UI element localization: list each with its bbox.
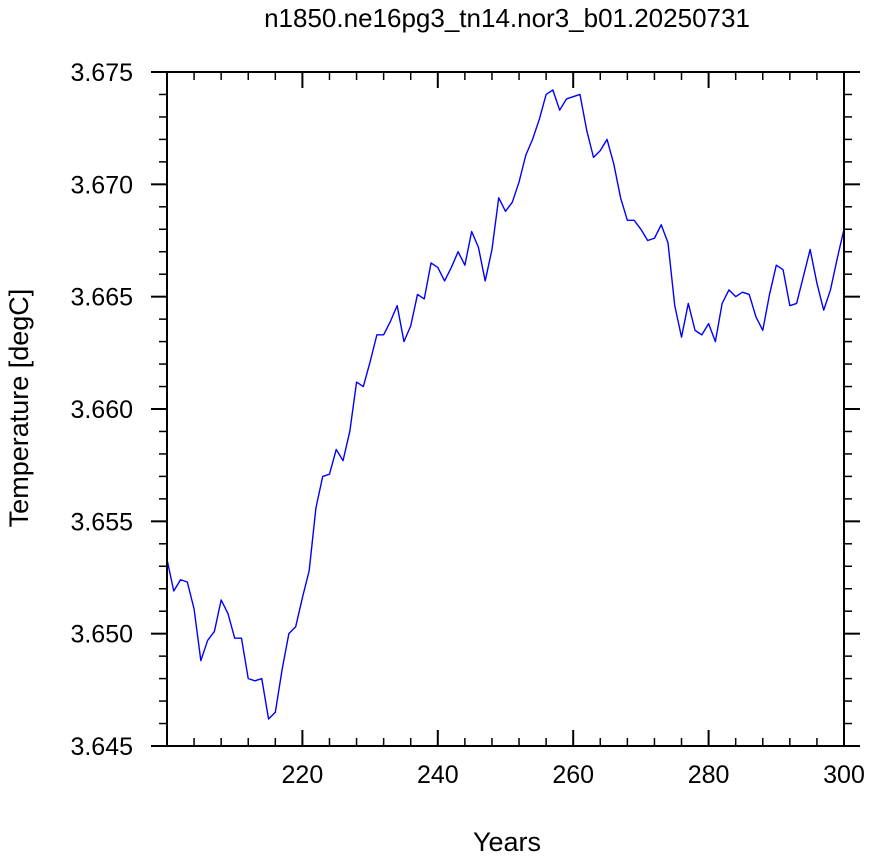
y-tick-label: 3.645 xyxy=(70,733,133,761)
x-tick-label: 220 xyxy=(282,761,324,789)
tick-labels: 220 240 260 280 300 3.645 3.650 3.655 3.660 3.665… xyxy=(70,59,864,789)
plot-frame xyxy=(166,71,845,747)
y-tick-label: 3.650 xyxy=(70,621,133,649)
series-line xyxy=(166,89,845,720)
x-tick-label: 300 xyxy=(823,761,865,789)
y-tick-label: 3.655 xyxy=(70,508,133,536)
x-tick-label: 240 xyxy=(417,761,459,789)
chart-title: n1850.ne16pg3_tn14.nor3_b01.20250731 xyxy=(264,3,750,33)
y-tick-label: 3.660 xyxy=(70,396,133,424)
x-tick-label: 260 xyxy=(552,761,594,789)
x-axis-title: Years xyxy=(473,827,541,857)
y-axis-title: Temperature [degC] xyxy=(4,289,34,528)
x-tick-label: 280 xyxy=(688,761,730,789)
y-tick-label: 3.670 xyxy=(70,171,133,199)
major-ticks xyxy=(151,71,860,747)
y-tick-label: 3.675 xyxy=(70,59,133,87)
y-tick-label: 3.665 xyxy=(70,284,133,312)
minor-ticks xyxy=(159,72,852,746)
